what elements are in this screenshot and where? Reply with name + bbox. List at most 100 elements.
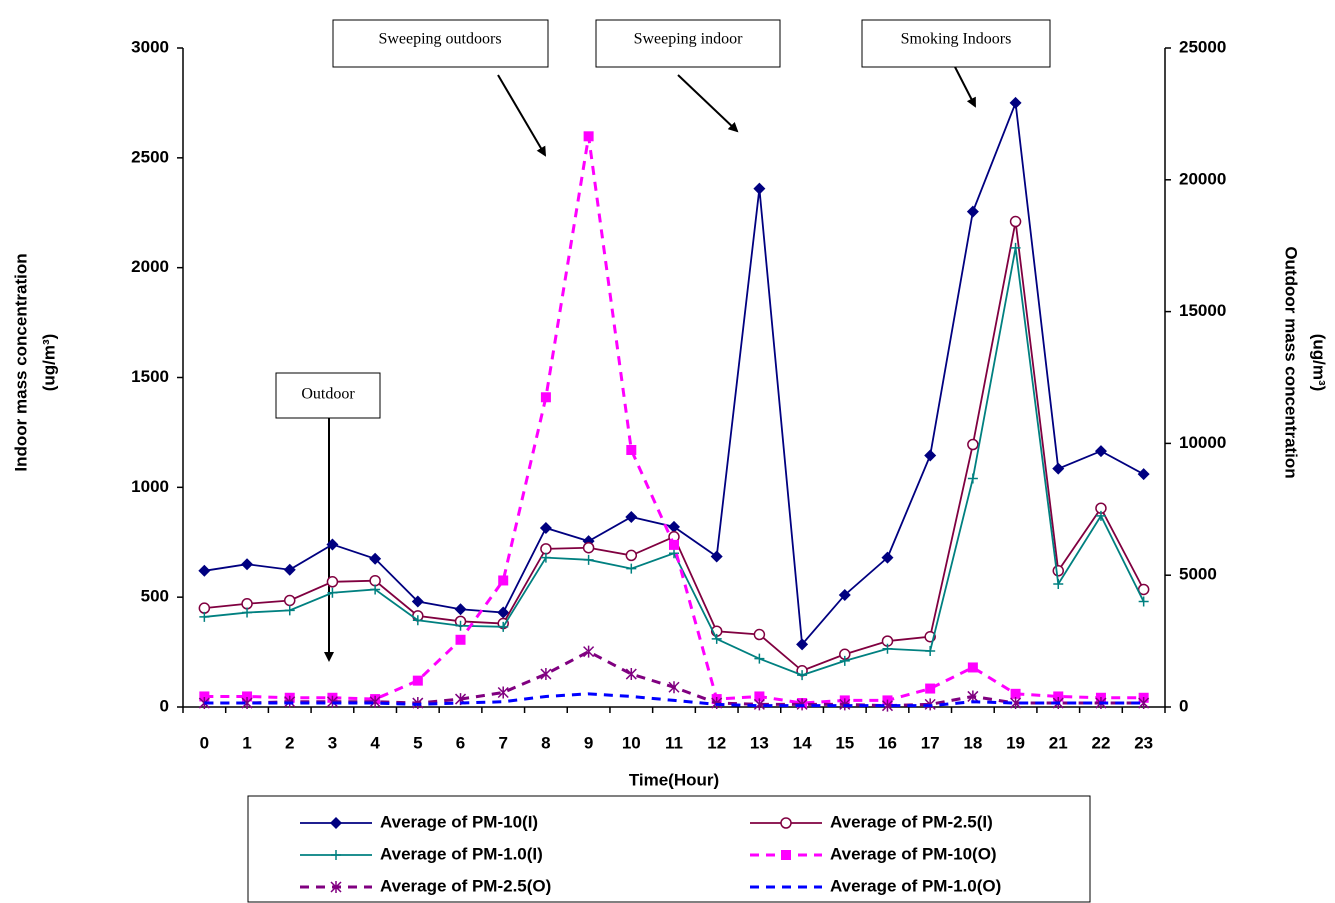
marker	[753, 182, 766, 195]
marker	[498, 575, 509, 586]
marker	[497, 686, 509, 699]
marker	[283, 594, 296, 607]
y-tick-label: 3000	[131, 37, 169, 56]
marker	[669, 539, 679, 550]
x-tick-label: 9	[584, 733, 593, 752]
annotation-arrow	[677, 74, 739, 133]
marker	[924, 449, 937, 462]
x-tick-label: 2	[285, 733, 294, 752]
marker	[454, 603, 467, 616]
marker	[668, 681, 680, 694]
series	[199, 131, 1149, 709]
marker	[1052, 462, 1065, 475]
marker	[1137, 468, 1150, 481]
x-tick-label: 14	[793, 733, 812, 752]
x-tick-label: 13	[750, 733, 769, 752]
line	[204, 692, 1144, 708]
marker	[582, 541, 595, 554]
y-axis-title: (ug/m³)	[39, 334, 58, 392]
marker	[540, 543, 552, 555]
marker	[327, 587, 338, 598]
marker	[625, 510, 638, 523]
marker	[199, 611, 210, 622]
legend-label: Average of PM-10(O)	[830, 844, 997, 863]
marker	[925, 645, 936, 656]
marker	[967, 473, 978, 484]
legend-label: Average of PM-2.5(O)	[380, 876, 551, 895]
marker	[1053, 578, 1064, 589]
legend-marker	[331, 850, 341, 860]
marker	[754, 691, 765, 702]
marker	[583, 645, 595, 658]
x-tick-label: 10	[622, 733, 641, 752]
legend-marker	[781, 850, 791, 860]
marker	[326, 538, 339, 551]
annotation: Smoking Indoors	[901, 31, 1012, 48]
marker	[242, 607, 253, 618]
y2-tick-label: 0	[1179, 696, 1188, 715]
annotation-box	[332, 19, 549, 68]
annotation-box	[861, 19, 1051, 68]
series	[198, 215, 1150, 677]
marker	[283, 563, 296, 576]
marker	[1138, 596, 1149, 607]
series	[199, 242, 1149, 681]
marker	[1137, 583, 1150, 596]
marker	[1052, 565, 1065, 577]
x-tick-label: 8	[541, 733, 550, 752]
annotation-box	[595, 19, 781, 68]
marker	[753, 698, 765, 711]
y2-tick-label: 20000	[1179, 169, 1226, 188]
marker	[668, 520, 680, 533]
marker	[369, 574, 381, 587]
annotation-box	[275, 372, 381, 419]
marker	[966, 205, 979, 218]
y-tick-label: 2500	[131, 147, 169, 166]
marker	[412, 675, 423, 686]
x-tick-label: 16	[878, 733, 897, 752]
annotation: Sweeping indoor	[634, 31, 744, 48]
marker	[882, 643, 893, 654]
marker	[753, 628, 766, 641]
marker	[199, 691, 210, 702]
marker	[540, 552, 551, 563]
x-tick-label: 1	[242, 733, 251, 752]
marker	[540, 392, 551, 403]
legend-marker	[780, 817, 792, 829]
annotations: Sweeping outdoors Sweeping indoor Smokin…	[275, 19, 1051, 662]
x-tick-label: 18	[963, 733, 982, 752]
marker	[1010, 688, 1021, 699]
marker	[539, 521, 552, 534]
legend-label: Average of PM-1.0(O)	[830, 876, 1001, 895]
marker	[711, 633, 722, 644]
line	[204, 649, 1144, 708]
marker	[626, 563, 637, 574]
x-tick-label: 4	[370, 733, 380, 752]
marker	[369, 552, 382, 565]
marker	[369, 695, 381, 708]
x-tick-label: 12	[707, 733, 726, 752]
y2-axis-title: Outdoor mass concentration	[1282, 246, 1301, 478]
marker	[326, 576, 339, 588]
legend-label: Average of PM-2.5(I)	[830, 812, 993, 831]
x-tick-label: 17	[921, 733, 940, 752]
marker	[198, 602, 211, 614]
marker	[967, 662, 978, 673]
marker	[710, 550, 723, 563]
marker	[1094, 445, 1107, 458]
marker	[242, 691, 253, 702]
marker	[1053, 691, 1064, 702]
marker	[498, 621, 509, 632]
marker	[1010, 242, 1021, 253]
marker	[540, 668, 552, 681]
marker	[370, 584, 381, 595]
y2-axis-title: (ug/m³)	[1310, 334, 1329, 392]
legend-marker	[330, 881, 342, 893]
marker	[1138, 697, 1150, 710]
x-tick-label: 11	[665, 733, 683, 752]
annotation: Sweeping outdoors	[378, 31, 501, 48]
marker	[625, 549, 638, 562]
marker	[626, 444, 637, 455]
line	[204, 221, 1145, 672]
